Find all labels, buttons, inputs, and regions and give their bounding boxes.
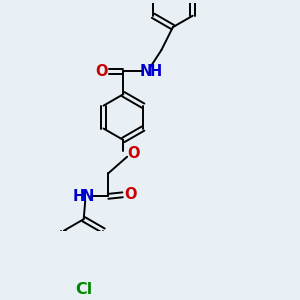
Text: H: H [149,64,161,79]
Text: H: H [73,189,85,204]
Text: O: O [124,187,136,202]
Text: O: O [128,146,140,161]
Text: Cl: Cl [75,282,92,297]
Text: N: N [140,64,152,79]
Text: N: N [82,189,94,204]
Text: O: O [95,64,107,79]
